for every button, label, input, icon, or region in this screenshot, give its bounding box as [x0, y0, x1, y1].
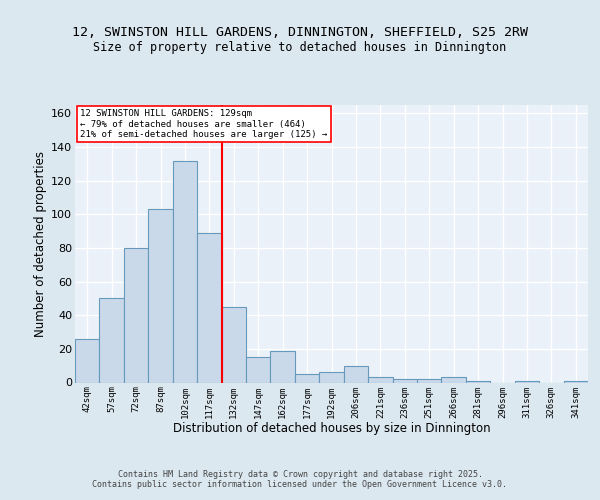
Bar	[368, 378, 392, 382]
Text: Contains HM Land Registry data © Crown copyright and database right 2025.
Contai: Contains HM Land Registry data © Crown c…	[92, 470, 508, 489]
Bar	[295, 374, 319, 382]
Bar	[221, 307, 246, 382]
Text: 12 SWINSTON HILL GARDENS: 129sqm
← 79% of detached houses are smaller (464)
21% : 12 SWINSTON HILL GARDENS: 129sqm ← 79% o…	[80, 109, 328, 139]
Bar	[392, 379, 417, 382]
Text: Size of property relative to detached houses in Dinnington: Size of property relative to detached ho…	[94, 41, 506, 54]
Bar	[75, 339, 100, 382]
Bar	[197, 233, 221, 382]
Bar	[515, 381, 539, 382]
Bar	[173, 160, 197, 382]
Bar	[319, 372, 344, 382]
Bar	[271, 350, 295, 382]
X-axis label: Distribution of detached houses by size in Dinnington: Distribution of detached houses by size …	[173, 422, 490, 434]
Bar	[148, 210, 173, 382]
Text: 12, SWINSTON HILL GARDENS, DINNINGTON, SHEFFIELD, S25 2RW: 12, SWINSTON HILL GARDENS, DINNINGTON, S…	[72, 26, 528, 39]
Bar	[442, 378, 466, 382]
Bar	[246, 358, 271, 382]
Bar	[344, 366, 368, 382]
Bar	[417, 379, 442, 382]
Y-axis label: Number of detached properties: Number of detached properties	[34, 151, 47, 337]
Bar	[100, 298, 124, 382]
Bar	[466, 381, 490, 382]
Bar	[124, 248, 148, 382]
Bar	[563, 381, 588, 382]
